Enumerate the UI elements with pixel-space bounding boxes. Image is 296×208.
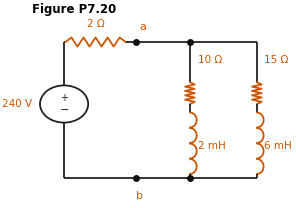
Text: a: a [140,22,147,32]
Text: 2 mH: 2 mH [198,141,226,151]
Text: 6 mH: 6 mH [263,141,291,151]
Text: 2 Ω: 2 Ω [87,19,104,28]
Text: b: b [136,191,143,201]
Text: 15 Ω: 15 Ω [263,54,288,64]
Text: −: − [59,105,69,115]
Text: 240 V: 240 V [2,99,32,109]
Text: Figure P7.20: Figure P7.20 [32,3,116,16]
Text: 10 Ω: 10 Ω [198,54,222,64]
Text: +: + [60,93,68,103]
